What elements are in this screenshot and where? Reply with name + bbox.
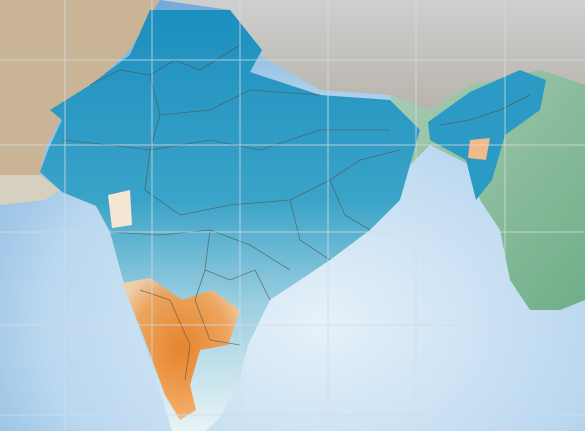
boundary [139,289,191,381]
boundary [329,179,371,231]
west-terrain [0,0,160,175]
boundary [89,44,241,86]
coast-terrain [0,175,60,205]
west-anomaly [108,190,132,228]
state-boundaries [61,44,531,381]
india-region [40,10,420,431]
boundary [144,114,401,216]
boundary [149,74,321,116]
boundary [439,94,531,126]
boundary [194,269,241,346]
boundary [204,229,271,301]
himalaya-relief [160,0,585,110]
northeast-anomaly [468,138,490,160]
northeast-region [428,70,546,200]
boundary [289,199,331,261]
